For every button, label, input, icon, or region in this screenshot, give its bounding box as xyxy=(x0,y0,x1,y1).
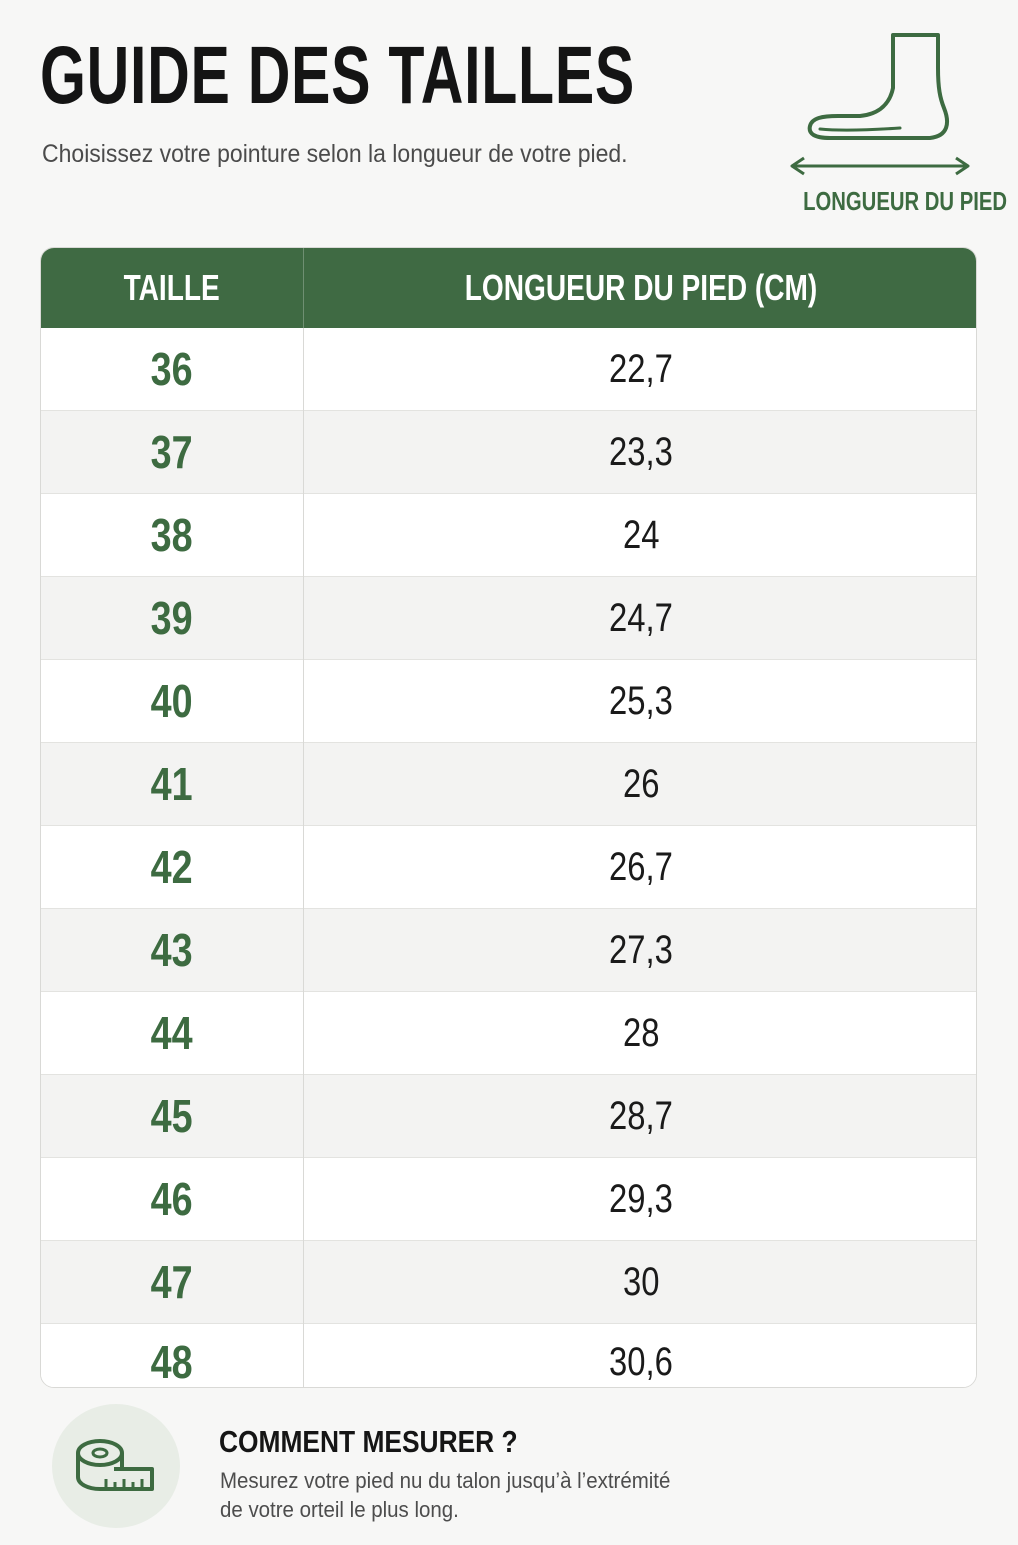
length-cell: 22,7 xyxy=(609,346,673,391)
table-row: 45 28,7 xyxy=(41,1075,976,1158)
table-body: 36 22,7 37 23,3 38 24 39 24,7 40 25,3 41… xyxy=(41,328,976,1388)
size-cell: 45 xyxy=(151,1090,193,1142)
length-cell: 30 xyxy=(622,1259,660,1304)
table-row: 40 25,3 xyxy=(41,660,976,743)
size-cell: 46 xyxy=(151,1173,193,1225)
size-cell: 48 xyxy=(151,1336,193,1388)
measuring-tape-icon xyxy=(76,1439,154,1491)
measuring-tape-badge xyxy=(52,1404,180,1528)
size-cell: 47 xyxy=(151,1256,193,1308)
table-row: 38 24 xyxy=(41,494,976,577)
column-header-size: TAILLE xyxy=(123,267,221,308)
table-row: 46 29,3 xyxy=(41,1158,976,1241)
table-row: 42 26,7 xyxy=(41,826,976,909)
foot-length-illustration: LONGUEUR DU PIED xyxy=(780,28,1008,223)
length-cell: 23,3 xyxy=(609,429,673,474)
page-title: GUIDE DES TAILLES xyxy=(40,30,636,121)
table-row: 36 22,7 xyxy=(41,328,976,411)
page-subtitle: Choisissez votre pointure selon la longu… xyxy=(42,140,628,168)
size-cell: 43 xyxy=(151,924,193,976)
size-cell: 37 xyxy=(151,426,193,478)
table-row: 43 27,3 xyxy=(41,909,976,992)
tip-text: Mesurez votre pied nu du talon jusqu’à l… xyxy=(220,1466,778,1524)
header-divider xyxy=(303,248,304,328)
length-cell: 27,3 xyxy=(609,927,673,972)
foot-icon xyxy=(790,33,970,176)
length-cell: 25,3 xyxy=(609,678,673,723)
column-header-length: LONGUEUR DU PIED (CM) xyxy=(464,267,818,308)
table-row: 44 28 xyxy=(41,992,976,1075)
table-header: TAILLE LONGUEUR DU PIED (CM) xyxy=(41,248,976,328)
length-cell: 29,3 xyxy=(609,1176,673,1221)
tip-text-line-1: Mesurez votre pied nu du talon jusqu’à l… xyxy=(220,1468,671,1493)
size-cell: 39 xyxy=(151,592,193,644)
column-divider xyxy=(303,328,304,1387)
table-row: 47 30 xyxy=(41,1241,976,1324)
size-table: TAILLE LONGUEUR DU PIED (CM) 36 22,7 37 … xyxy=(40,247,977,1388)
table-row: 41 26 xyxy=(41,743,976,826)
tip-title: COMMENT MESURER ? xyxy=(219,1424,518,1459)
length-cell: 24,7 xyxy=(609,595,673,640)
size-cell: 38 xyxy=(151,509,193,561)
size-cell: 36 xyxy=(151,343,193,395)
table-row: 37 23,3 xyxy=(41,411,976,494)
table-row: 48 30,6 xyxy=(41,1324,976,1388)
length-cell: 26,7 xyxy=(609,844,673,889)
size-cell: 40 xyxy=(151,675,193,727)
size-cell: 42 xyxy=(151,841,193,893)
length-cell: 26 xyxy=(622,761,660,806)
length-cell: 30,6 xyxy=(609,1339,673,1384)
tip-text-line-2: de votre orteil le plus long. xyxy=(220,1497,459,1522)
size-cell: 41 xyxy=(151,758,193,810)
table-row: 39 24,7 xyxy=(41,577,976,660)
length-cell: 28 xyxy=(622,1010,660,1055)
length-cell: 28,7 xyxy=(609,1093,673,1138)
foot-length-label: LONGUEUR DU PIED xyxy=(803,186,1008,216)
size-cell: 44 xyxy=(151,1007,193,1059)
length-cell: 24 xyxy=(622,512,660,557)
